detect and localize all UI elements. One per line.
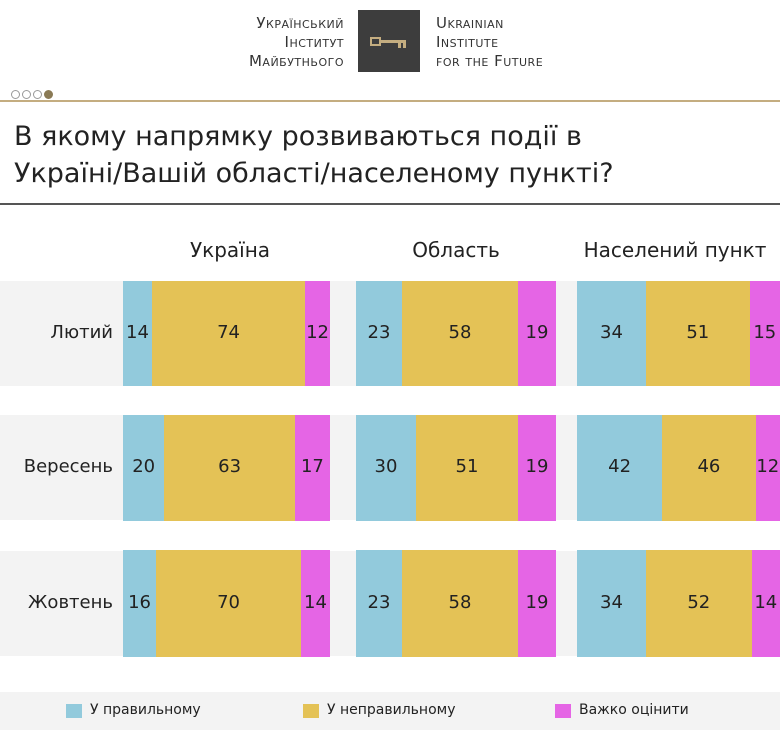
data-label: 19 <box>525 456 549 477</box>
panel-heading: Населений пункт <box>583 238 767 262</box>
org-name-ukrainian: Український Інститут Майбутнього <box>248 14 344 70</box>
bar-segment <box>646 550 752 657</box>
bar-segment <box>123 415 165 521</box>
category-label: Жовтень <box>28 591 113 613</box>
data-label: 14 <box>126 321 149 343</box>
bar-segment <box>755 415 780 521</box>
bar-segment <box>646 281 750 386</box>
legend-label: Важко оцінити <box>579 702 689 718</box>
pager-dot-active[interactable] <box>44 90 53 99</box>
data-label: 14 <box>304 591 327 613</box>
legend-item: Важко оцінити <box>555 702 755 719</box>
data-label: 19 <box>525 321 549 343</box>
data-label: 19 <box>525 591 549 613</box>
pager-dot[interactable] <box>22 90 31 99</box>
bar-segment <box>751 550 780 657</box>
legend <box>0 692 780 730</box>
data-label: 58 <box>448 321 472 343</box>
data-label: 23 <box>367 591 391 613</box>
data-label: 15 <box>753 321 777 343</box>
data-label: 42 <box>608 456 632 477</box>
data-label: 20 <box>132 456 156 477</box>
bar-segment <box>518 281 556 386</box>
data-label: 16 <box>128 591 151 613</box>
data-label: 34 <box>600 321 623 343</box>
data-label: 14 <box>754 591 778 613</box>
data-label: 30 <box>374 456 398 477</box>
category-label: Лютий <box>50 321 113 343</box>
bar-segment <box>356 550 402 657</box>
data-label: 70 <box>217 591 240 613</box>
slide-pager <box>11 84 55 103</box>
legend-item: У правильному <box>66 702 266 719</box>
data-label: 12 <box>306 321 330 343</box>
bar-segment <box>164 415 295 521</box>
bar-segment <box>301 550 330 657</box>
bar-segment <box>156 550 301 657</box>
header-divider <box>0 100 780 102</box>
legend-swatch <box>303 704 319 718</box>
title-divider <box>0 203 780 205</box>
key-icon-graphic <box>370 37 406 48</box>
bar-segment <box>518 550 556 657</box>
data-label: 46 <box>697 456 721 477</box>
bar-segment <box>294 415 330 521</box>
bar-segment <box>749 281 780 386</box>
pager-dot[interactable] <box>33 90 42 99</box>
key-icon <box>358 10 420 72</box>
data-label: 58 <box>448 591 472 613</box>
bar-segment <box>577 281 647 386</box>
legend-item: У неправильному <box>303 702 503 719</box>
bar-segment <box>416 415 518 521</box>
category-label: Вересень <box>23 455 113 477</box>
data-label: 17 <box>300 456 324 477</box>
data-label: 52 <box>687 591 711 613</box>
bar-segment <box>577 415 663 521</box>
legend-swatch <box>555 704 571 718</box>
bar-segment <box>305 281 330 386</box>
bar-segment <box>123 281 152 386</box>
bar-segment <box>402 281 518 386</box>
panel-heading: Україна <box>189 238 271 262</box>
bar-segment <box>356 415 416 521</box>
panel-heading: Область <box>412 238 500 262</box>
legend-swatch <box>66 704 82 718</box>
data-label: 63 <box>218 456 242 477</box>
bar-segment <box>577 550 647 657</box>
bar-segment <box>151 281 306 386</box>
data-label: 12 <box>756 456 780 477</box>
data-label: 51 <box>455 456 479 477</box>
legend-label: У неправильному <box>327 702 456 718</box>
org-name-english: Ukrainian Institute for the Future <box>436 14 544 70</box>
data-label: 74 <box>217 321 240 343</box>
data-label: 23 <box>367 321 391 343</box>
bar-segment <box>518 415 556 521</box>
legend-label: У правильному <box>90 702 201 718</box>
bar-segment <box>402 550 518 657</box>
header: Український Інститут Майбутнього Ukraini… <box>0 0 780 100</box>
page-title: В якому напрямку розвиваються події в Ук… <box>14 121 614 189</box>
pager-dot[interactable] <box>11 90 20 99</box>
bar-segment <box>662 415 756 521</box>
data-label: 34 <box>600 591 623 613</box>
bar-segment <box>356 281 402 386</box>
bar-segment <box>123 550 157 657</box>
data-label: 51 <box>686 321 710 343</box>
